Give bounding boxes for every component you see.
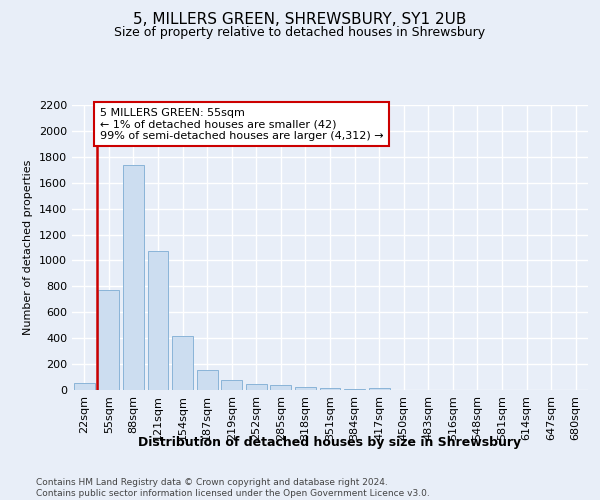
Bar <box>246 384 267 390</box>
Bar <box>344 388 365 390</box>
Bar <box>98 290 119 390</box>
Bar <box>123 164 144 390</box>
Text: Distribution of detached houses by size in Shrewsbury: Distribution of detached houses by size … <box>139 436 521 449</box>
Bar <box>368 388 389 390</box>
Text: Contains HM Land Registry data © Crown copyright and database right 2024.
Contai: Contains HM Land Registry data © Crown c… <box>36 478 430 498</box>
Text: 5, MILLERS GREEN, SHREWSBURY, SY1 2UB: 5, MILLERS GREEN, SHREWSBURY, SY1 2UB <box>133 12 467 28</box>
Bar <box>320 388 340 390</box>
Text: Size of property relative to detached houses in Shrewsbury: Size of property relative to detached ho… <box>115 26 485 39</box>
Bar <box>172 336 193 390</box>
Bar <box>295 386 316 390</box>
Bar <box>197 370 218 390</box>
Bar <box>271 385 292 390</box>
Text: 5 MILLERS GREEN: 55sqm
← 1% of detached houses are smaller (42)
99% of semi-deta: 5 MILLERS GREEN: 55sqm ← 1% of detached … <box>100 108 383 141</box>
Bar <box>221 380 242 390</box>
Bar <box>148 250 169 390</box>
Y-axis label: Number of detached properties: Number of detached properties <box>23 160 34 335</box>
Bar <box>74 383 95 390</box>
